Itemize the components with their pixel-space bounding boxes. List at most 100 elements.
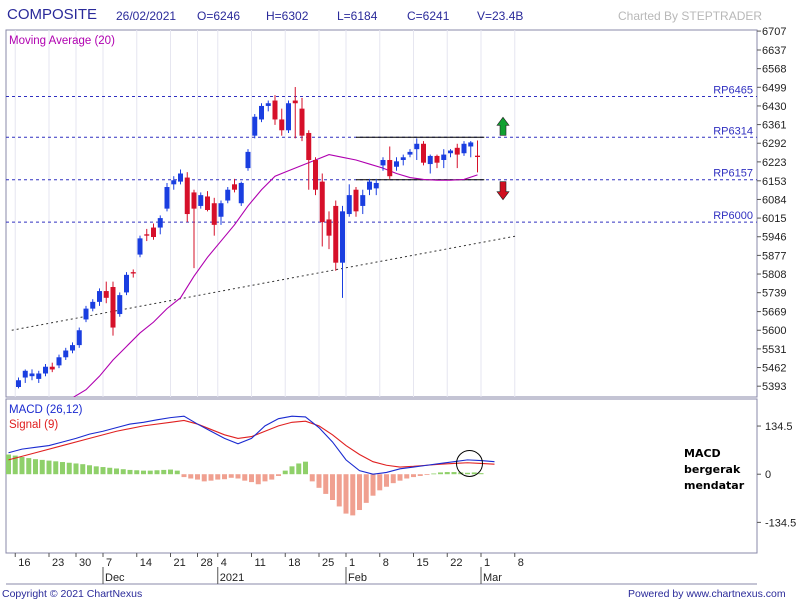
macd-tick-label: 134.5 (765, 421, 793, 433)
candle-body (90, 301, 96, 309)
x-tick-label: 28 (201, 557, 213, 569)
ma-legend: Moving Average (20) (9, 35, 115, 47)
x-tick-label: 1 (349, 557, 355, 569)
histogram-bar (201, 474, 207, 482)
candle-body (49, 366, 55, 370)
candle-body (56, 357, 62, 366)
candle-body (164, 187, 170, 209)
macd-legend: MACD (26,12) (9, 404, 83, 416)
candle-body (286, 103, 291, 131)
annotation-circle (456, 449, 483, 477)
header-low: L=6184 (337, 9, 378, 23)
candle-body (387, 159, 393, 177)
candle (144, 228, 150, 242)
month-label: Dec (105, 572, 125, 584)
histogram-bar (87, 465, 92, 475)
price-frame (5, 29, 758, 398)
histogram-bar (107, 467, 113, 475)
candle-body (353, 189, 359, 212)
histogram-bar (350, 474, 356, 516)
moving-average-line (72, 154, 478, 397)
candle-body (124, 274, 129, 293)
histogram-bar (249, 474, 254, 483)
candle (286, 100, 291, 133)
candle (475, 140, 480, 173)
candle (76, 327, 82, 348)
candle (83, 305, 89, 323)
price-tick-label: 5600 (762, 325, 786, 337)
candle-body (265, 103, 271, 106)
candle (232, 178, 237, 193)
candle (110, 281, 116, 336)
month-label: 2021 (220, 572, 244, 584)
header-close: C=6241 (407, 9, 450, 23)
histogram-bar (26, 458, 32, 475)
candle (441, 149, 447, 169)
trendline-group (11, 235, 519, 331)
candle (130, 269, 136, 278)
candle-body (110, 287, 116, 328)
price-tick-label: 6084 (762, 194, 786, 206)
histogram-bar (390, 474, 396, 484)
candle-body (171, 180, 177, 185)
candle (448, 149, 453, 158)
header-brand: Charted By STEPTRADER (618, 9, 763, 23)
candle (238, 181, 244, 206)
candle (414, 138, 420, 160)
histogram-bar (444, 472, 450, 475)
histogram-bar (66, 462, 72, 475)
candle (117, 292, 123, 317)
candle (259, 103, 264, 123)
candle-body (191, 192, 197, 209)
candle (400, 154, 406, 166)
header-high: H=6302 (266, 9, 309, 23)
powered-by-text: Powered by www.chartnexus.com (628, 588, 786, 600)
histogram-bar (343, 474, 349, 514)
histogram-bar (289, 466, 295, 475)
candle-body (245, 151, 251, 169)
histogram-bar (451, 472, 457, 475)
candle (427, 154, 433, 174)
histogram-bar (276, 474, 281, 476)
histogram-bar (100, 467, 106, 475)
histogram-bar (370, 474, 376, 496)
histogram-bar (384, 474, 389, 487)
histogram-bar (46, 460, 52, 475)
candle (171, 176, 177, 190)
histogram-bar (134, 470, 140, 475)
candle-body (205, 196, 210, 210)
candle-body (103, 291, 109, 298)
candle (407, 149, 413, 158)
histogram-bar (141, 470, 146, 475)
candle-body (461, 143, 467, 154)
candle (373, 178, 379, 196)
histogram-bar (255, 474, 261, 485)
candle (178, 169, 183, 185)
candle-body (333, 205, 339, 263)
price-tick-label: 5669 (762, 307, 786, 319)
price-tick-label: 5808 (762, 269, 786, 281)
price-tick-label: 6292 (762, 138, 786, 150)
histogram-bar (282, 470, 288, 475)
candle (157, 215, 163, 235)
macd-histogram (6, 454, 484, 516)
histogram-bar (296, 463, 302, 475)
candle (387, 146, 393, 179)
price-tick-label: 6153 (762, 176, 786, 188)
histogram-bar (154, 470, 160, 475)
price-tick-label: 5739 (762, 288, 786, 300)
price-tick-label: 6430 (762, 101, 786, 113)
histogram-bar (12, 455, 18, 475)
histogram-bar (363, 474, 369, 503)
candle-body (299, 108, 305, 136)
candle-body (225, 189, 231, 201)
candle-body (340, 211, 345, 263)
level-label: RP6465 (713, 84, 753, 96)
candle (191, 189, 197, 269)
candle (225, 187, 231, 204)
candle (124, 272, 129, 296)
histogram-bar (195, 474, 200, 480)
price-tick-label: 6707 (762, 26, 786, 38)
candle (265, 100, 271, 112)
candle-body (292, 100, 298, 104)
